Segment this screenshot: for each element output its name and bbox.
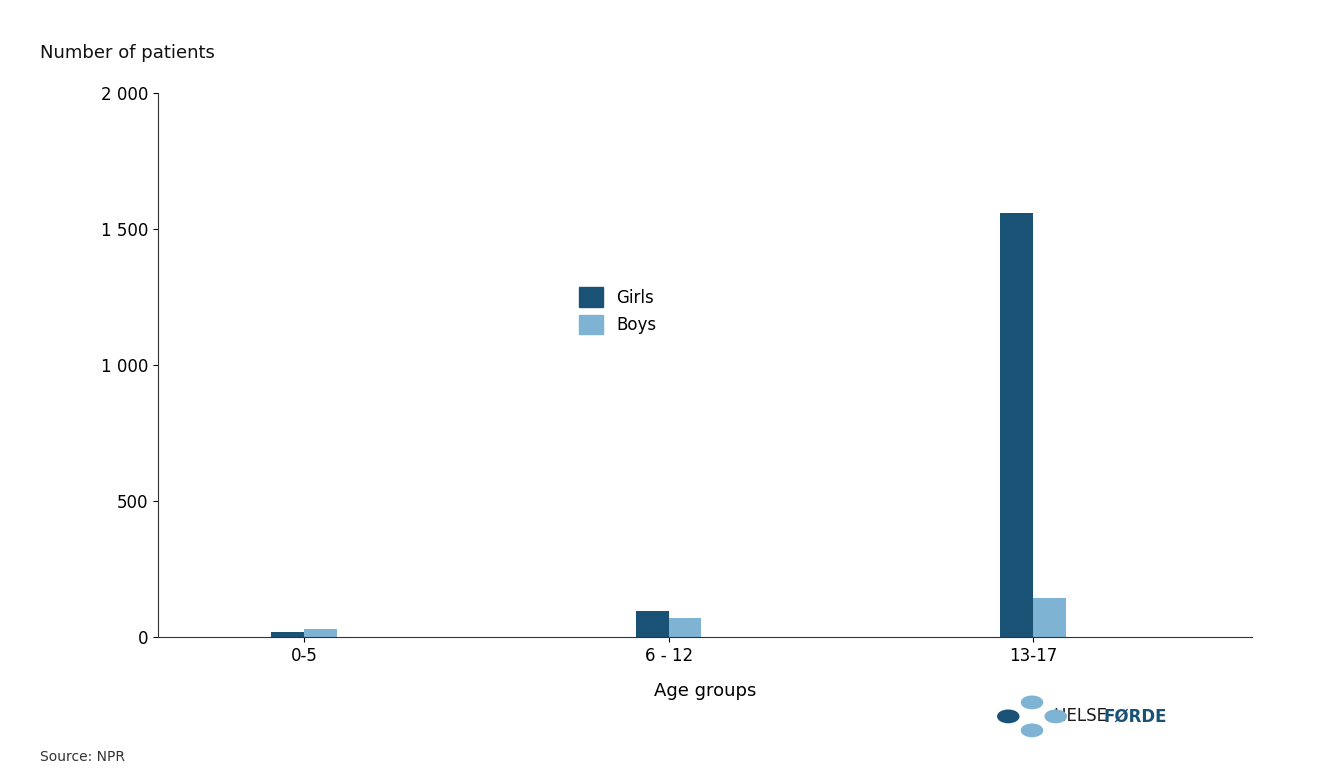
Bar [1033,598,1066,637]
Bar [304,629,337,637]
Bar [272,632,304,637]
Text: HELSE: HELSE [1054,707,1112,726]
Text: Number of patients: Number of patients [40,44,215,62]
X-axis label: Age groups: Age groups [654,681,757,699]
Bar [1000,213,1033,637]
Bar [668,618,701,637]
Legend: Girls, Boys: Girls, Boys [579,287,656,334]
Text: Source: NPR: Source: NPR [40,751,124,765]
Text: FØRDE: FØRDE [1103,707,1166,726]
Bar [635,611,668,637]
